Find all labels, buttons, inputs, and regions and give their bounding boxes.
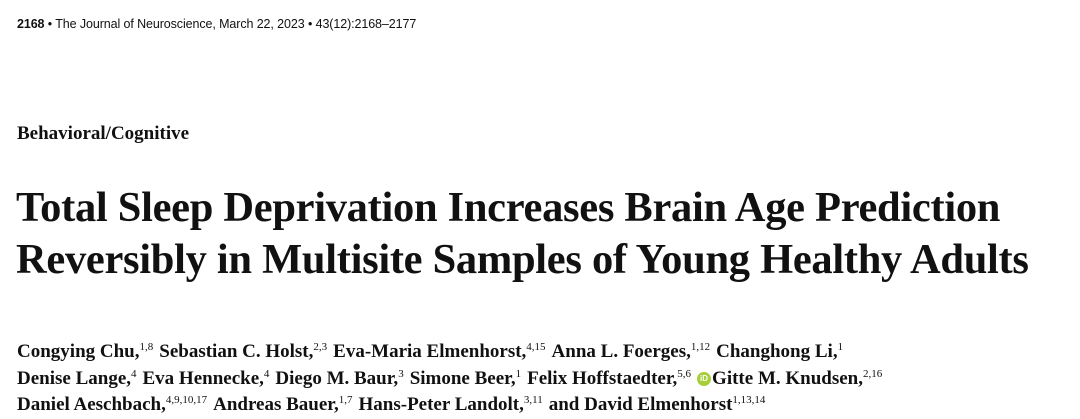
author-name: Felix Hoffstaedter,: [527, 367, 678, 389]
author[interactable]: Hans-Peter Landolt,3,11: [359, 394, 543, 415]
section-heading: Behavioral/Cognitive: [17, 123, 190, 144]
running-head: 2168 • The Journal of Neuroscience, Marc…: [17, 17, 416, 31]
author-affiliation: 1,7: [338, 394, 353, 406]
author[interactable]: Sebastian C. Holst,2,3: [159, 341, 327, 362]
author-affiliation: 5,6: [677, 367, 692, 380]
author-name: Gitte M. Knudsen,: [712, 367, 863, 389]
author-affiliation: 4,15: [526, 341, 546, 353]
author[interactable]: Felix Hoffstaedter,5,6: [527, 368, 691, 389]
author[interactable]: Eva-Maria Elmenhorst,4,15: [333, 341, 545, 362]
author-name: Congying Chu,: [17, 341, 140, 362]
author-name: Changhong Li,: [716, 341, 838, 362]
author[interactable]: Eva Hennecke,4: [143, 368, 270, 389]
author-affiliation: 1,13,14: [732, 394, 766, 406]
author[interactable]: Diego M. Baur,3: [275, 368, 403, 389]
author-line: Congying Chu,1,8 Sebastian C. Holst,2,3 Ev…: [17, 339, 1077, 366]
author[interactable]: Changhong Li,1: [716, 341, 843, 362]
journal-citation: The Journal of Neuroscience, March 22, 2…: [55, 17, 305, 31]
author[interactable]: Andreas Bauer,1,7: [213, 394, 352, 415]
author-affiliation: 2,3: [313, 341, 328, 353]
author[interactable]: Simone Beer,1: [410, 368, 521, 389]
page-number: 2168: [17, 17, 45, 31]
volume-issue-pages: 43(12):2168–2177: [315, 17, 417, 31]
author-affiliation: 2,16: [863, 367, 883, 380]
author-affiliation: 3: [398, 367, 404, 380]
author[interactable]: iD Gitte M. Knudsen,2,16: [697, 368, 882, 389]
author-affiliation: 4: [263, 367, 270, 380]
author-affiliation: 1: [837, 341, 844, 353]
author-line: Daniel Aeschbach,4,9,10,17 Andreas Bauer,…: [17, 392, 1077, 419]
author-affiliation: 1: [515, 367, 522, 380]
author[interactable]: and David Elmenhorst1,13,14: [549, 394, 766, 415]
author-name: Anna L. Foerges,: [551, 341, 691, 362]
author[interactable]: Anna L. Foerges,1,12: [552, 341, 711, 362]
author[interactable]: Denise Lange,4: [17, 368, 137, 389]
author[interactable]: Daniel Aeschbach,4,9,10,17: [17, 394, 207, 415]
orcid-icon[interactable]: iD: [697, 371, 712, 386]
author-affiliation: 1,8: [139, 341, 154, 353]
author-name: Daniel Aeschbach,: [17, 394, 166, 415]
author-name: Hans-Peter Landolt,: [358, 394, 524, 415]
title-line-2: Reversibly in Multisite Samples of Young…: [16, 236, 1029, 283]
author-name: Denise Lange,: [17, 367, 131, 389]
article-title: Total Sleep Deprivation Increases Brain …: [16, 182, 1029, 286]
author-name: Andreas Bauer,: [213, 394, 339, 415]
author-affiliation: 4,9,10,17: [165, 394, 208, 406]
author-name: Sebastian C. Holst,: [159, 341, 314, 362]
author-name: Eva Hennecke,: [142, 367, 264, 389]
author-name: Eva-Maria Elmenhorst,: [333, 341, 527, 362]
author-affiliation: 4: [131, 367, 137, 380]
title-line-1: Total Sleep Deprivation Increases Brain …: [16, 184, 1001, 231]
author-affiliation: 1,12: [690, 341, 711, 353]
author-line: Denise Lange,4 Eva Hennecke,4 Diego M. Bau…: [17, 366, 1077, 393]
author[interactable]: Congying Chu,1,8: [17, 341, 153, 362]
bullet-separator: •: [47, 17, 53, 31]
author-name: Diego M. Baur,: [275, 367, 399, 389]
bullet-separator: •: [307, 17, 313, 31]
author-list: Congying Chu,1,8 Sebastian C. Holst,2,3 Ev…: [17, 339, 1077, 419]
author-name: Simone Beer,: [409, 367, 516, 389]
author-name: and David Elmenhorst: [548, 394, 733, 415]
author-affiliation: 3,11: [523, 394, 543, 406]
